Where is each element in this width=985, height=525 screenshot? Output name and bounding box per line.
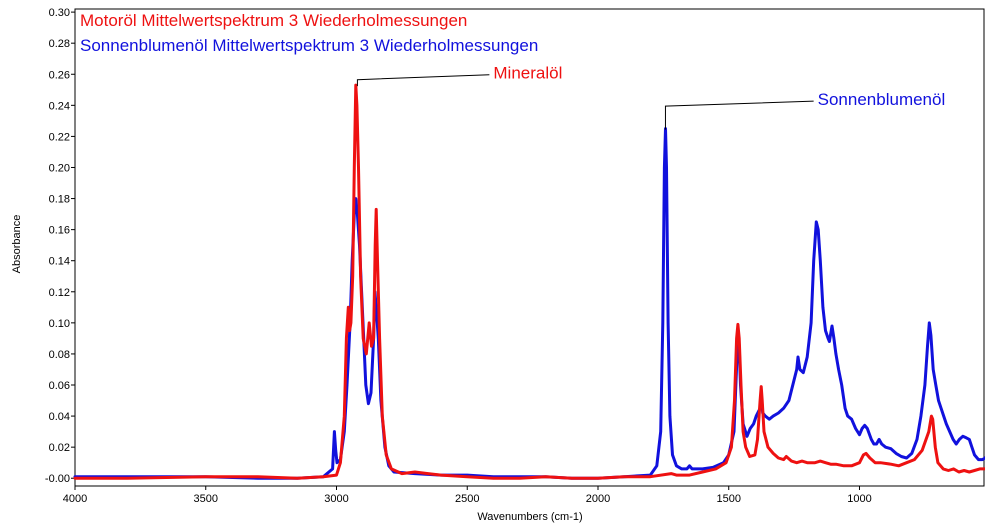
x-tick-label: 3500: [194, 493, 218, 505]
y-tick-label: 0.24: [49, 100, 70, 112]
y-tick-label: 0.16: [49, 225, 70, 237]
series-line: [73, 127, 985, 480]
annotation-label: Sonnenblumenöl: [818, 90, 946, 109]
y-tick-label: 0.08: [49, 349, 70, 361]
y-tick-label: 0.22: [49, 131, 70, 143]
y-tick-label: 0.06: [49, 380, 70, 392]
annotation-label: Mineralöl: [493, 64, 562, 83]
series-line: [73, 83, 985, 480]
annotation-leader: [664, 100, 814, 130]
y-tick-label: 0.28: [49, 38, 70, 50]
legend-entry: Sonnenblumenöl Mittelwertspektrum 3 Wied…: [80, 36, 538, 55]
plot-frame: [74, 8, 985, 487]
x-tick-label: 2000: [586, 493, 610, 505]
y-tick-label: 0.30: [49, 7, 70, 19]
x-tick-label: 1000: [847, 493, 871, 505]
x-tick-label: 2500: [455, 493, 479, 505]
annotation-layer: Mineralöl Sonnenblumenöl: [356, 64, 946, 130]
legend-entry: Motoröl Mittelwertspektrum 3 Wiederholme…: [80, 11, 467, 30]
y-tick-label: 0.04: [49, 411, 70, 423]
y-tick-label: 0.20: [49, 162, 70, 174]
x-axis-title: Wavenumbers (cm-1): [477, 511, 582, 523]
x-tick-label: 3000: [324, 493, 348, 505]
y-tick-label: 0.12: [49, 287, 70, 299]
y-tick-label: 0.26: [49, 69, 70, 81]
y-axis-title: Absorbance: [11, 215, 23, 274]
y-tick-label: -0.00: [45, 473, 70, 485]
series-layer: [73, 83, 985, 480]
y-tick-label: 0.10: [49, 318, 70, 330]
annotation-leader: [356, 74, 490, 87]
y-tick-label: 0.14: [49, 256, 70, 268]
x-tick-label: 1500: [716, 493, 740, 505]
y-tick-label: 0.18: [49, 194, 70, 206]
axes: -0.00 0.02 0.04 0.06 0.08 0.10 0.12 0.14 0.16 0.1…: [45, 7, 985, 505]
legend: Motoröl Mittelwertspektrum 3 Wiederholme…: [80, 11, 538, 55]
y-tick-label: 0.02: [49, 442, 70, 454]
x-tick-label: 4000: [63, 493, 87, 505]
